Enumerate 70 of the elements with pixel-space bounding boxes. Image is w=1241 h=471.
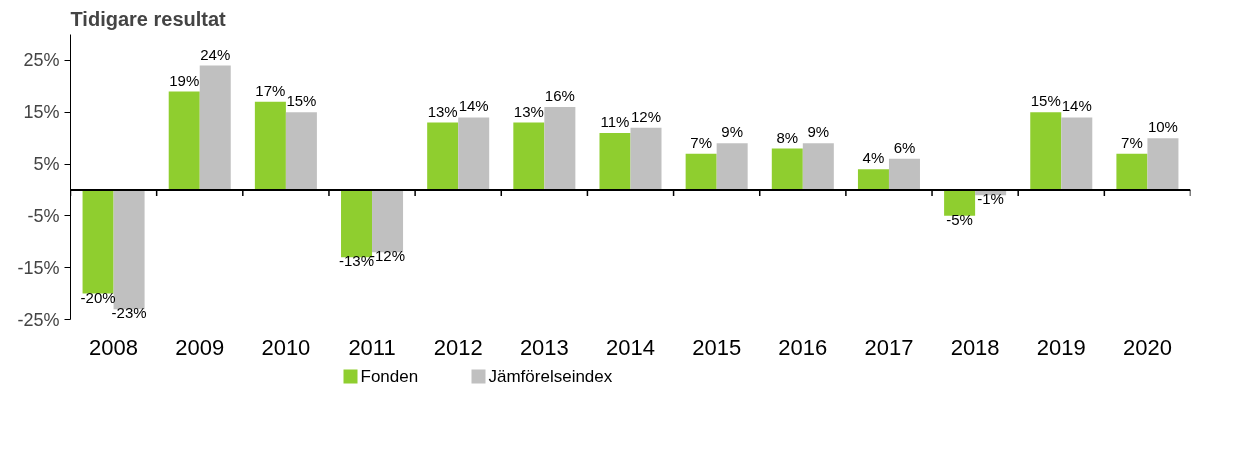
- x-tick-label: 2018: [950, 334, 1000, 360]
- data-label: 13%: [427, 102, 458, 120]
- bar: [888, 158, 920, 190]
- data-label: 9%: [807, 123, 830, 141]
- y-tick-label: -25%: [17, 309, 60, 330]
- y-tick-label: -15%: [17, 257, 60, 278]
- bar: [1116, 153, 1148, 190]
- bar: [82, 189, 114, 294]
- bar: [771, 148, 803, 190]
- data-label: -20%: [80, 288, 116, 306]
- bar: [113, 189, 145, 310]
- bar: [544, 107, 576, 190]
- data-label: 4%: [862, 149, 885, 167]
- legend-label: Fonden: [360, 367, 419, 386]
- data-label: 19%: [169, 71, 200, 89]
- bar: [1061, 117, 1093, 190]
- data-label: 15%: [286, 92, 317, 110]
- data-label: 6%: [893, 138, 916, 156]
- bar: [513, 122, 545, 190]
- bar: [168, 91, 200, 190]
- data-label: -23%: [111, 304, 147, 322]
- bar: [802, 143, 834, 190]
- y-tick-label: 25%: [23, 50, 60, 71]
- data-label: -1%: [977, 190, 1004, 208]
- data-label: 12%: [631, 107, 662, 125]
- x-tick-label: 2019: [1036, 334, 1086, 360]
- bar: [199, 65, 231, 190]
- data-label: 7%: [690, 133, 712, 151]
- data-label: -5%: [946, 210, 973, 228]
- data-label: 8%: [776, 128, 799, 146]
- x-tick-label: 2016: [778, 334, 828, 360]
- x-tick-label: 2010: [261, 334, 311, 360]
- data-label: 7%: [1121, 133, 1143, 151]
- bar: [285, 112, 317, 190]
- data-label: 9%: [721, 123, 744, 141]
- bar: [857, 169, 889, 190]
- x-tick-label: 2013: [519, 334, 569, 360]
- data-label: 16%: [544, 87, 575, 105]
- bar: [1147, 138, 1179, 190]
- legend-label: Jämförelseindex: [488, 367, 613, 386]
- x-tick-label: 2012: [433, 334, 483, 360]
- bar: [458, 117, 490, 190]
- data-label: 11%: [600, 112, 630, 130]
- data-label: 15%: [1030, 92, 1061, 110]
- bar: [630, 127, 662, 190]
- data-label: 17%: [255, 81, 286, 99]
- bar: [427, 122, 459, 190]
- bar: [372, 189, 404, 253]
- bar: [685, 153, 717, 190]
- x-tick-label: 2017: [864, 334, 914, 360]
- x-tick-label: 2015: [692, 334, 742, 360]
- y-tick-label: -5%: [27, 205, 60, 226]
- data-label: 14%: [458, 97, 489, 115]
- bar: [716, 143, 748, 190]
- bar: [254, 101, 286, 190]
- x-tick-label: 2014: [606, 334, 655, 360]
- chart-title: Tidigare resultat: [70, 7, 227, 30]
- data-label: 10%: [1147, 118, 1178, 136]
- x-tick-label: 2008: [89, 334, 139, 360]
- data-label: 24%: [200, 45, 231, 63]
- bar: [1030, 112, 1062, 190]
- x-tick-label: 2009: [175, 334, 225, 360]
- bar: [599, 132, 631, 190]
- bar: [944, 189, 976, 216]
- x-tick-label: 2011: [348, 334, 396, 360]
- x-tick-label: 2020: [1122, 334, 1172, 360]
- y-tick-label: 5%: [33, 154, 60, 175]
- data-label: 13%: [513, 102, 544, 120]
- y-tick-label: 15%: [23, 102, 60, 123]
- data-label: 14%: [1061, 97, 1092, 115]
